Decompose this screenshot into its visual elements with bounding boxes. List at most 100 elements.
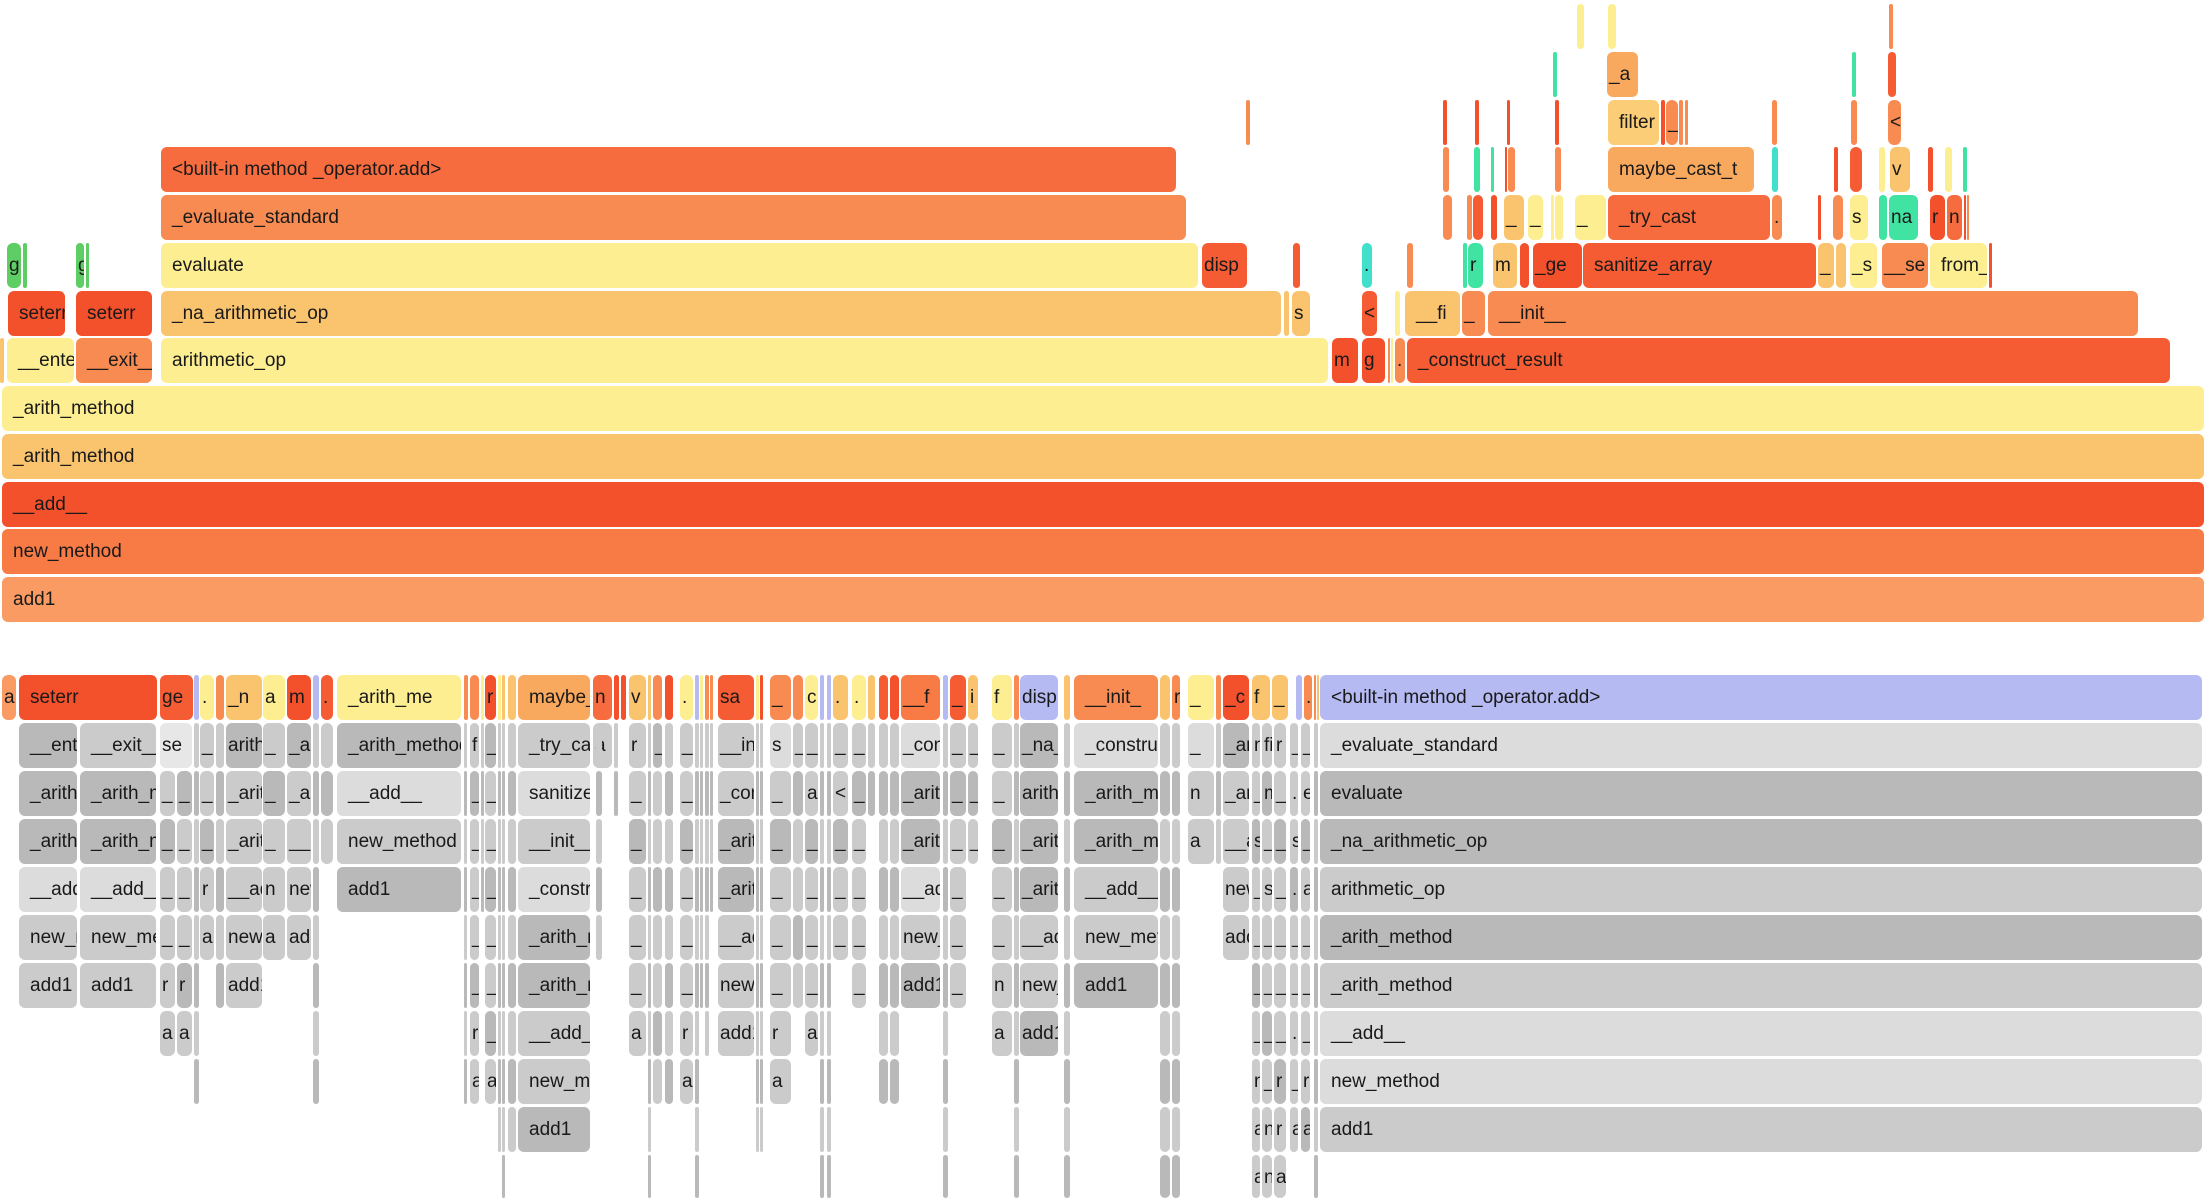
flame-frame-na[interactable]: na: [1889, 195, 1918, 240]
flame-frame-r[interactable]: r: [200, 867, 214, 912]
flame-frame-sliver[interactable]: [705, 867, 709, 912]
flame-frame-sliver[interactable]: [498, 1107, 501, 1152]
flame-frame-sliver[interactable]: [321, 819, 333, 864]
flame-frame-r[interactable]: r: [629, 723, 646, 768]
flame-frame-sliver[interactable]: [700, 771, 703, 816]
flame-frame-r[interactable]: r: [470, 1011, 479, 1056]
flame-frame-sliver[interactable]: [464, 723, 467, 768]
flame-frame-sliver[interactable]: [760, 1011, 763, 1056]
flame-frame-add1[interactable]: add1: [1074, 963, 1158, 1008]
flame-frame-a[interactable]: a: [992, 1011, 1012, 1056]
flame-frame-frame[interactable]: _: [470, 915, 479, 960]
flame-frame-sliver[interactable]: [760, 1059, 763, 1104]
flame-frame-add1[interactable]: add1: [226, 963, 262, 1008]
flame-frame-frame[interactable]: _: [160, 915, 175, 960]
flame-frame-frame[interactable]: _: [1272, 675, 1288, 720]
flame-frame-frame[interactable]: _: [1301, 819, 1310, 864]
flame-frame-frame[interactable]: _: [470, 819, 479, 864]
flame-frame-frame[interactable]: _: [968, 723, 978, 768]
flame-frame-sliver[interactable]: [653, 867, 662, 912]
flame-frame-a[interactable]: a: [1301, 1107, 1310, 1152]
flame-frame-sliver[interactable]: [827, 867, 831, 912]
flame-frame-e[interactable]: e: [1301, 771, 1310, 816]
flame-frame-sliver[interactable]: [820, 723, 824, 768]
flame-frame-sliver[interactable]: [321, 723, 333, 768]
flame-frame-sliver[interactable]: [820, 867, 824, 912]
flame-frame-sliver[interactable]: [756, 1059, 759, 1104]
flame-frame-arith-method[interactable]: _arith_method: [19, 819, 77, 864]
flame-frame-sliver[interactable]: [194, 1011, 199, 1056]
flame-frame-evaluate-standard[interactable]: _evaluate_standard: [1320, 723, 2202, 768]
flame-frame-sliver[interactable]: [1679, 100, 1683, 145]
flame-frame-frame[interactable]: .: [1362, 243, 1372, 288]
flame-frame-frame[interactable]: .: [680, 675, 693, 720]
flame-frame-from[interactable]: from_: [1930, 243, 1987, 288]
flame-frame-sliver[interactable]: [890, 675, 899, 720]
flame-frame-arithmetic-op[interactable]: arithmetic_op: [1320, 867, 2202, 912]
flame-frame-init[interactable]: __init__: [1488, 291, 2138, 336]
flame-frame-n[interactable]: n: [1947, 195, 1962, 240]
flame-frame-sliver[interactable]: [827, 963, 831, 1008]
flame-frame-frame[interactable]: _: [992, 771, 1012, 816]
flame-frame-frame[interactable]: _: [1504, 195, 1524, 240]
flame-frame-add1[interactable]: add1: [901, 963, 940, 1008]
flame-frame-s[interactable]: s: [1850, 195, 1868, 240]
flame-frame-sliver[interactable]: [820, 963, 824, 1008]
flame-frame-sliver[interactable]: [760, 867, 763, 912]
flame-frame-sliver[interactable]: [502, 1011, 505, 1056]
flame-frame-sliver[interactable]: [868, 675, 875, 720]
flame-frame-sliver[interactable]: [1014, 1059, 1019, 1104]
flame-frame-frame[interactable]: <: [833, 771, 848, 816]
flame-frame-sliver[interactable]: [498, 915, 501, 960]
flame-frame-new-method[interactable]: new_method: [226, 915, 262, 960]
flame-frame-sliver[interactable]: [695, 1155, 699, 1198]
flame-frame-f[interactable]: f: [470, 723, 479, 768]
flame-frame-sliver[interactable]: [1172, 1011, 1180, 1056]
flame-frame-sliver[interactable]: [23, 243, 27, 288]
flame-frame-sliver[interactable]: [943, 867, 948, 912]
flame-frame-sliver[interactable]: [890, 867, 899, 912]
flame-frame-sliver[interactable]: [890, 963, 899, 1008]
flame-frame-sliver[interactable]: [1014, 1155, 1019, 1198]
flame-frame-sliver[interactable]: [464, 1011, 467, 1056]
flame-frame-exit[interactable]: __exit__: [80, 723, 156, 768]
flame-frame-frame[interactable]: _: [680, 771, 693, 816]
flame-frame-sliver[interactable]: [1014, 915, 1019, 960]
flame-frame-sliver[interactable]: [194, 723, 199, 768]
flame-frame-frame[interactable]: .: [321, 675, 333, 720]
flame-frame-s[interactable]: s: [1290, 819, 1298, 864]
flame-frame-fi[interactable]: fi: [1262, 723, 1272, 768]
flame-frame-new-method[interactable]: new_method: [287, 867, 311, 912]
flame-frame-arith-method[interactable]: _arith_method: [901, 771, 940, 816]
flame-frame-arith-method[interactable]: _arith_method: [1320, 915, 2202, 960]
flame-frame-sliver[interactable]: [508, 771, 516, 816]
flame-frame-sliver[interactable]: [868, 771, 875, 816]
flame-frame-sliver[interactable]: [596, 771, 602, 816]
flame-frame-frame[interactable]: _: [992, 867, 1012, 912]
flame-frame-arithmetic-op[interactable]: arithmetic_op: [226, 723, 262, 768]
flame-frame-seterr[interactable]: seterr: [8, 291, 65, 336]
flame-frame-sliver[interactable]: [1296, 675, 1302, 720]
flame-frame-sanitize-array[interactable]: sanitize_array: [518, 771, 590, 816]
flame-frame-frame[interactable]: _: [1252, 915, 1260, 960]
flame-frame-sliver[interactable]: [760, 963, 763, 1008]
flame-frame-sliver[interactable]: [216, 915, 224, 960]
flame-frame-arith-method[interactable]: _arith_method: [80, 771, 156, 816]
flame-frame-frame[interactable]: _: [629, 915, 646, 960]
flame-frame-na-arithmetic-op[interactable]: _na_arithmetic_op: [1020, 723, 1058, 768]
flame-frame-sliver[interactable]: [313, 819, 319, 864]
flame-frame-sliver[interactable]: [498, 867, 501, 912]
flame-frame-sliver[interactable]: [1945, 147, 1952, 192]
flame-frame-sliver[interactable]: [596, 723, 602, 768]
flame-frame-sliver[interactable]: [313, 963, 319, 1008]
flame-frame-sliver[interactable]: [498, 1011, 501, 1056]
flame-frame-r[interactable]: r: [160, 963, 175, 1008]
flame-frame-frame[interactable]: _: [852, 915, 866, 960]
flame-frame-sliver[interactable]: [820, 1011, 824, 1056]
flame-frame-frame[interactable]: <: [1362, 291, 1377, 336]
flame-frame-sliver[interactable]: [1160, 915, 1170, 960]
flame-frame-sliver[interactable]: [756, 771, 759, 816]
flame-frame-sliver[interactable]: [216, 675, 224, 720]
flame-frame-arith-method[interactable]: _arith_method: [1223, 771, 1249, 816]
flame-frame-sliver[interactable]: [498, 771, 501, 816]
